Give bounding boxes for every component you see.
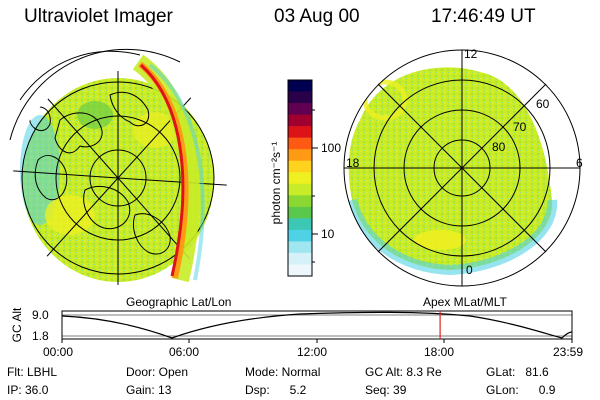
mlt-label-18: 18 bbox=[346, 156, 360, 170]
timeline-xtick-0600: 06:00 bbox=[169, 345, 200, 359]
colorbar-swatch bbox=[288, 218, 312, 231]
colorbar-swatch bbox=[288, 183, 312, 196]
geographic-auroral-image bbox=[9, 48, 227, 285]
colorbar-swatch bbox=[288, 91, 312, 104]
dsp-readout: Dsp: 5.2 bbox=[245, 383, 307, 397]
limb-glow-red bbox=[139, 63, 185, 277]
timeline-xtick-2359: 23:59 bbox=[553, 345, 584, 359]
gain-readout: Gain: 13 bbox=[126, 383, 172, 397]
timeline-xtick-1800: 18:00 bbox=[424, 345, 455, 359]
apex-panel-label: Apex MLat/MLT bbox=[423, 295, 507, 309]
timeline-xtick-0000: 00:00 bbox=[43, 345, 74, 359]
mode-readout: Mode: Normal bbox=[245, 365, 321, 379]
timeline-ytick-1.8: 1.8 bbox=[32, 329, 49, 343]
instrument-title: Ultraviolet Imager bbox=[24, 6, 173, 27]
mlt-label-12: 12 bbox=[464, 47, 478, 61]
glon-readout: GLon: 0.9 bbox=[486, 383, 556, 397]
geographic-panel-label: Geographic Lat/Lon bbox=[126, 295, 232, 309]
colorbar-swatch bbox=[288, 126, 312, 139]
colorbar-swatch bbox=[288, 103, 312, 116]
colorbar-unit-label: photon cm⁻²s⁻¹ bbox=[269, 141, 283, 225]
colorbar-frame bbox=[287, 79, 313, 277]
colorbar-swatch bbox=[288, 229, 312, 243]
seq-readout: Seq: 39 bbox=[365, 383, 407, 397]
colorbar bbox=[288, 80, 312, 277]
filter-readout: Flt: LBHL bbox=[7, 365, 58, 379]
mlat-label-80: 80 bbox=[492, 140, 506, 154]
timeline-ytick-9: 9.0 bbox=[32, 308, 49, 322]
colorbar-swatch bbox=[288, 264, 312, 277]
orbit-timeline bbox=[61, 310, 573, 343]
colorbar-swatch bbox=[288, 114, 312, 127]
timeline-ylabel: GC Alt bbox=[10, 307, 24, 343]
colorbar-swatch bbox=[288, 80, 312, 93]
glat-readout: GLat: 81.6 bbox=[486, 365, 549, 379]
colorbar-swatch bbox=[288, 160, 312, 173]
colorbar-swatch bbox=[288, 241, 312, 254]
mlat-label-70: 70 bbox=[513, 120, 527, 134]
colorbar-swatch bbox=[288, 252, 312, 266]
image-time: 17:46:49 UT bbox=[431, 6, 536, 27]
colorbar-swatch bbox=[288, 149, 312, 162]
ip-readout: IP: 36.0 bbox=[7, 383, 49, 397]
image-date: 03 Aug 00 bbox=[274, 6, 360, 27]
timeline-xtick-1200: 12:00 bbox=[297, 345, 328, 359]
colorbar-swatch bbox=[288, 206, 312, 219]
door-readout: Door: Open bbox=[126, 365, 189, 379]
gc-alt-curve bbox=[61, 311, 573, 339]
mlt-label-0: 0 bbox=[466, 263, 473, 277]
colorbar-label-10: 10 bbox=[321, 227, 335, 241]
apex-auroral-image bbox=[343, 49, 581, 287]
colorbar-label-100: 100 bbox=[321, 141, 342, 155]
colorbar-swatch bbox=[288, 137, 312, 150]
colorbar-swatch bbox=[288, 172, 312, 185]
colorbar-swatch bbox=[288, 195, 312, 208]
mlat-label-60: 60 bbox=[536, 97, 550, 111]
gc-alt-readout: GC Alt: 8.3 Re bbox=[365, 365, 442, 379]
mlt-label-6: 6 bbox=[576, 156, 583, 170]
